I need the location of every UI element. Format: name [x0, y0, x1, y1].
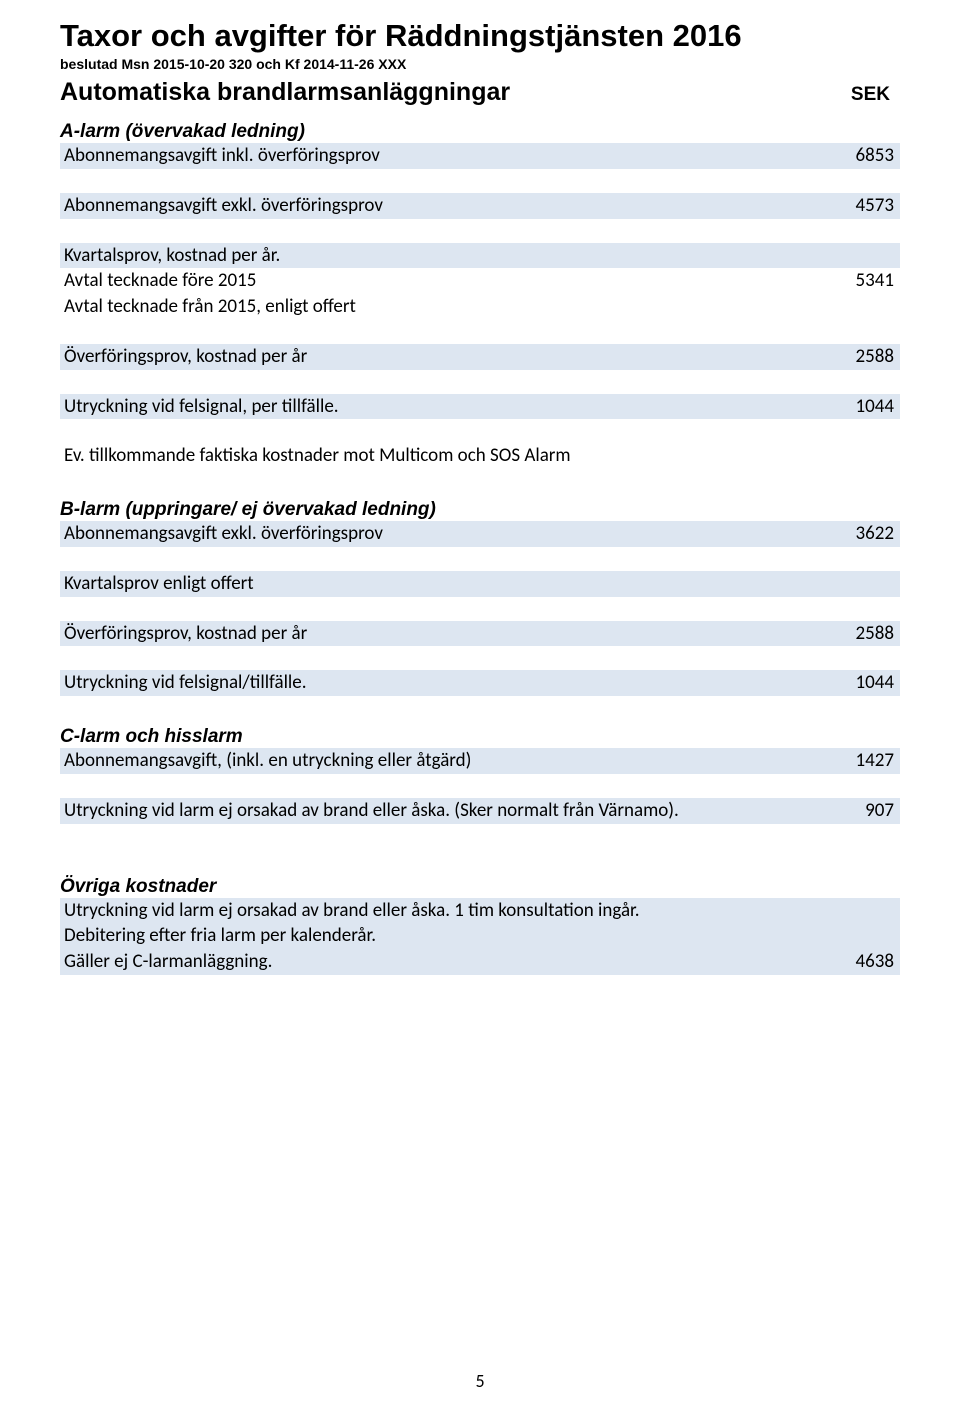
fee-label: Utryckning vid felsignal, per tillfälle.	[60, 394, 770, 420]
fee-label: Debitering efter fria larm per kalenderå…	[60, 923, 770, 949]
fee-amount: 2588	[770, 344, 900, 370]
fee-label: Utryckning vid larm ej orsakad av brand …	[60, 798, 770, 824]
currency-label: SEK	[851, 84, 900, 106]
table-row: Utryckning vid felsignal/tillfälle. 1044	[60, 670, 900, 696]
section-b-heading: B-larm (uppringare/ ej övervakad ledning…	[60, 499, 900, 521]
fee-label: Abonnemangsavgift exkl. överföringsprov	[60, 193, 770, 219]
fee-label: Avtal tecknade före 2015	[60, 268, 770, 294]
section-a-table: Abonnemangsavgift inkl. överföringsprov …	[60, 143, 900, 493]
table-row: Utryckning vid larm ej orsakad av brand …	[60, 798, 900, 824]
fee-label: Avtal tecknade från 2015, enligt offert	[60, 294, 770, 320]
fee-label: Kvartalsprov enligt offert	[60, 571, 770, 597]
table-row: Gäller ej C-larmanläggning. 4638	[60, 949, 900, 975]
table-row: Debitering efter fria larm per kalenderå…	[60, 923, 900, 949]
table-row: Avtal tecknade från 2015, enligt offert	[60, 294, 900, 320]
table-row: Utryckning vid larm ej orsakad av brand …	[60, 898, 900, 924]
fee-label: Utryckning vid felsignal/tillfälle.	[60, 670, 770, 696]
fee-label: Abonnemangsavgift inkl. överföringsprov	[60, 143, 770, 169]
section-other-table: Utryckning vid larm ej orsakad av brand …	[60, 898, 900, 975]
page-number: 5	[0, 1370, 960, 1392]
fee-amount: 1044	[770, 394, 900, 420]
table-row: Abonnemangsavgift exkl. överföringsprov …	[60, 521, 900, 547]
table-row: Kvartalsprov enligt offert	[60, 571, 900, 597]
fee-label: Abonnemangsavgift exkl. överföringsprov	[60, 521, 770, 547]
section-c-table: Abonnemangsavgift, (inkl. en utryckning …	[60, 748, 900, 824]
section-b-table: Abonnemangsavgift exkl. överföringsprov …	[60, 521, 900, 720]
table-row: Abonnemangsavgift, (inkl. en utryckning …	[60, 748, 900, 774]
fee-label: Överföringsprov, kostnad per år	[60, 621, 770, 647]
fee-amount: 2588	[770, 621, 900, 647]
table-row: Överföringsprov, kostnad per år 2588	[60, 621, 900, 647]
fee-amount: 1044	[770, 670, 900, 696]
fee-label: Överföringsprov, kostnad per år	[60, 344, 770, 370]
fee-label: Gäller ej C-larmanläggning.	[60, 949, 770, 975]
subtitle: Automatiska brandlarmsanläggningar	[60, 78, 510, 107]
fee-label: Abonnemangsavgift, (inkl. en utryckning …	[60, 748, 770, 774]
table-row: Överföringsprov, kostnad per år 2588	[60, 344, 900, 370]
fee-amount: 3622	[770, 521, 900, 547]
fee-amount: 5341	[770, 268, 900, 294]
fee-label: Ev. tillkommande faktiska kostnader mot …	[60, 443, 770, 469]
table-row: Abonnemangsavgift inkl. överföringsprov …	[60, 143, 900, 169]
decision-line: beslutad Msn 2015-10-20 320 och Kf 2014-…	[60, 56, 900, 72]
fee-amount: 4638	[770, 949, 900, 975]
fee-label: Kvartalsprov, kostnad per år.	[60, 243, 770, 269]
section-a-heading: A-larm (övervakad ledning)	[60, 121, 900, 143]
fee-amount: 907	[770, 798, 900, 824]
table-row: Utryckning vid felsignal, per tillfälle.…	[60, 394, 900, 420]
table-row: Abonnemangsavgift exkl. överföringsprov …	[60, 193, 900, 219]
section-other-heading: Övriga kostnader	[60, 876, 900, 898]
table-row: Kvartalsprov, kostnad per år.	[60, 243, 900, 269]
table-row: Ev. tillkommande faktiska kostnader mot …	[60, 443, 900, 469]
table-row: Avtal tecknade före 2015 5341	[60, 268, 900, 294]
fee-label: Utryckning vid larm ej orsakad av brand …	[60, 898, 770, 924]
fee-amount: 1427	[770, 748, 900, 774]
section-c-heading: C-larm och hisslarm	[60, 726, 900, 748]
page-title: Taxor och avgifter för Räddningstjänsten…	[60, 18, 900, 54]
fee-amount: 4573	[770, 193, 900, 219]
fee-amount: 6853	[770, 143, 900, 169]
